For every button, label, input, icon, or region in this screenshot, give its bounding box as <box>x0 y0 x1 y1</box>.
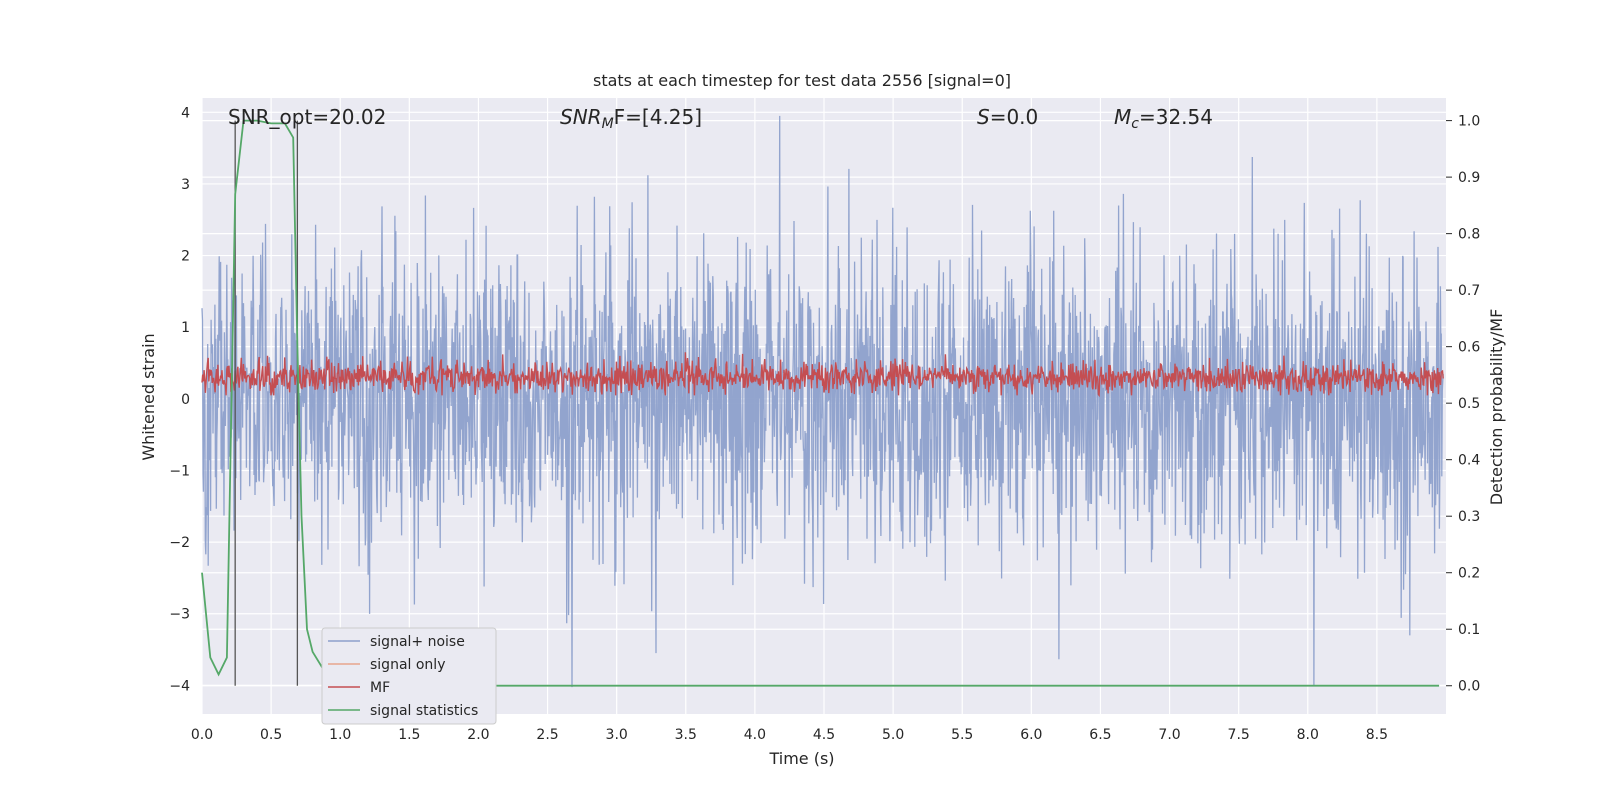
y-tick-label-right: 0.8 <box>1458 227 1480 243</box>
x-tick-label: 4.0 <box>744 727 766 743</box>
y-tick-label-right: 0.0 <box>1458 679 1480 695</box>
x-tick-label: 0.5 <box>260 727 282 743</box>
y-tick-label-right: 0.9 <box>1458 170 1480 186</box>
y-tick-label-left: 4 <box>181 105 190 121</box>
y-tick-label-left: 2 <box>181 249 190 265</box>
x-tick-label: 2.5 <box>536 727 558 743</box>
annotation-snr-mf: SNRMF=[4.25] <box>560 105 702 132</box>
annotation-snr-mf-rest: F=[4.25] <box>614 105 702 129</box>
x-axis-label: Time (s) <box>768 749 834 768</box>
y-tick-label-left: 1 <box>181 320 190 336</box>
x-tick-label: 0.0 <box>191 727 213 743</box>
legend: signal+ noise signal only MF signal stat… <box>321 627 497 725</box>
y-tick-label-right: 0.7 <box>1458 283 1480 299</box>
annotation-s: S=0.0 <box>977 105 1038 129</box>
x-tick-label: 1.0 <box>329 727 351 743</box>
y-tick-label-left: −1 <box>169 463 190 479</box>
annotation-mc-base: M <box>1114 105 1131 129</box>
y-tick-label-left: −4 <box>169 678 190 694</box>
annotation-mc-rest: =32.54 <box>1139 105 1213 129</box>
annotation-snr-opt: SNR_opt=20.02 <box>228 105 386 129</box>
y-axis-label-right: Detection probability/MF <box>1487 309 1506 506</box>
x-tick-label: 5.0 <box>882 727 904 743</box>
x-tick-label: 7.5 <box>1228 727 1250 743</box>
legend-label-mf: MF <box>370 680 390 696</box>
x-tick-label: 6.0 <box>1020 727 1042 743</box>
y-tick-label-left: 3 <box>181 177 190 193</box>
y-axis-label-left: Whitened strain <box>139 333 158 460</box>
x-tick-label: 7.0 <box>1158 727 1180 743</box>
series-signal-statistics <box>201 119 1440 687</box>
x-tick-label: 3.5 <box>675 727 697 743</box>
x-ticks: 0.0 0.5 1.0 1.5 2.0 2.5 3.0 3.5 4.0 4.5 5.0 5.5 6.0 6… <box>191 727 1388 743</box>
x-tick-label: 8.0 <box>1297 727 1319 743</box>
annotation-mc: Mc=32.54 <box>1114 105 1213 132</box>
x-tick-label: 1.5 <box>398 727 420 743</box>
x-tick-label: 6.5 <box>1089 727 1111 743</box>
y-tick-label-left: −2 <box>169 535 190 551</box>
y-tick-label-right: 0.3 <box>1458 509 1480 525</box>
y-tick-label-right: 0.4 <box>1458 453 1480 469</box>
y-tick-label-right: 0.5 <box>1458 396 1480 412</box>
y-tick-label-left: 0 <box>181 392 190 408</box>
annotation-mc-sub: c <box>1131 116 1139 132</box>
x-tick-label: 3.0 <box>606 727 628 743</box>
legend-box <box>321 627 497 725</box>
y-ticks-right: 1.0 0.9 0.8 0.7 0.6 0.5 0.4 0.3 0.2 0.1 0.0 <box>1446 114 1480 695</box>
annotation-s-rest: =0.0 <box>990 105 1039 129</box>
y-tick-label-right: 0.2 <box>1458 566 1480 582</box>
series-line-mf <box>201 352 1444 398</box>
legend-label-noise: signal+ noise <box>370 634 465 650</box>
x-tick-label: 5.5 <box>951 727 973 743</box>
y-tick-label-right: 0.1 <box>1458 622 1480 638</box>
annotations: SNR_opt=20.02 SNRMF=[4.25] S=0.0 Mc=32.5… <box>228 105 1213 132</box>
y-ticks-left: 4 3 2 1 0 −1 −2 −3 −4 <box>169 105 190 694</box>
y-tick-label-left: −3 <box>169 607 190 623</box>
annotation-snr-mf-base: SNR <box>560 105 602 129</box>
y-tick-label-right: 0.6 <box>1458 340 1480 356</box>
series-mf <box>201 352 1444 398</box>
annotation-s-base: S <box>977 105 990 129</box>
legend-label-stats: signal statistics <box>370 703 478 719</box>
series-line-signal-statistics <box>201 119 1440 687</box>
annotation-snr-mf-sub: M <box>602 116 614 132</box>
legend-label-signal-only: signal only <box>370 657 445 673</box>
chart-title: stats at each timestep for test data 255… <box>593 71 1011 90</box>
x-tick-label: 2.0 <box>467 727 489 743</box>
y-tick-label-right: 1.0 <box>1458 114 1480 130</box>
x-tick-label: 8.5 <box>1366 727 1388 743</box>
x-tick-label: 4.5 <box>813 727 835 743</box>
